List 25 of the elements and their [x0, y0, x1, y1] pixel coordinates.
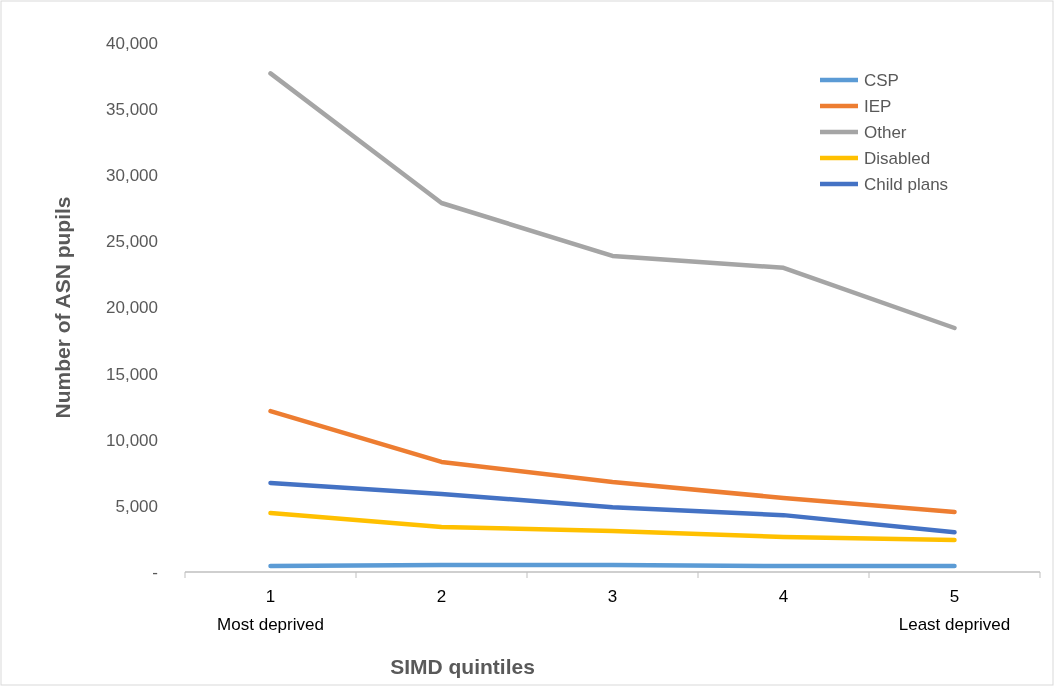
y-tick-label: 30,000: [106, 166, 158, 186]
x-tick-label: 2: [436, 587, 447, 606]
y-tick-label: 25,000: [106, 232, 158, 252]
legend-label: Disabled: [864, 148, 931, 168]
y-tick-label: 20,000: [106, 298, 158, 318]
x-tick-label: 4: [778, 587, 789, 606]
x-axis-title: SIMD quintiles: [390, 655, 535, 678]
line-series: [268, 510, 957, 543]
x-tick-label: 5 Least deprived: [898, 587, 1011, 634]
legend-label: Other: [864, 122, 907, 142]
y-tick-label: 15,000: [106, 364, 158, 384]
y-tick-label: 40,000: [106, 33, 158, 53]
line-series: [268, 71, 957, 331]
y-tick-label: -: [152, 562, 158, 582]
y-tick-label: 35,000: [106, 100, 158, 120]
x-tick-label: 3: [607, 587, 618, 606]
legend-label: IEP: [864, 96, 892, 116]
x-tick-label: 1 Most deprived: [217, 587, 324, 634]
y-tick-label: 10,000: [106, 430, 158, 450]
y-tick-label: 5,000: [115, 496, 158, 516]
legend-label: CSP: [864, 70, 899, 90]
legend-label: Child plans: [864, 174, 949, 194]
line-series: [268, 408, 957, 515]
y-axis-title: Number of ASN pupils: [51, 196, 74, 419]
line-series: [268, 480, 957, 535]
